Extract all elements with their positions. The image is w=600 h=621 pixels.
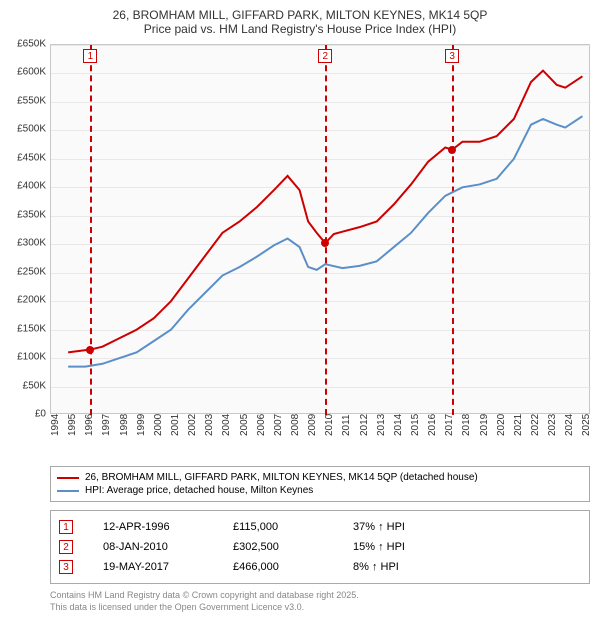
event-price: £302,500 [233,541,323,553]
chart-area: 123 £0£50K£100K£150K£200K£250K£300K£350K… [50,44,590,434]
legend-label: HPI: Average price, detached house, Milt… [85,485,313,496]
footer-text: Contains HM Land Registry data © Crown c… [50,590,590,613]
x-axis-label: 2025 [581,414,592,436]
x-axis-label: 2019 [479,414,490,436]
x-axis-label: 2020 [496,414,507,436]
x-axis-label: 2007 [273,414,284,436]
chart-subtitle: Price paid vs. HM Land Registry's House … [10,22,590,36]
x-axis-label: 2012 [359,414,370,436]
x-axis-label: 2014 [393,414,404,436]
legend-item: 26, BROMHAM MILL, GIFFARD PARK, MILTON K… [57,471,583,484]
event-price: £115,000 [233,521,323,533]
y-axis-label: £500K [17,124,46,135]
x-axis-label: 2018 [461,414,472,436]
event-number: 1 [59,520,73,534]
y-axis-label: £600K [17,67,46,78]
footer-line-2: This data is licensed under the Open Gov… [50,602,590,614]
footer-line-1: Contains HM Land Registry data © Crown c… [50,590,590,602]
y-axis-label: £350K [17,209,46,220]
event-number: 3 [59,560,73,574]
event-date: 12-APR-1996 [103,521,203,533]
event-row: 3 19-MAY-2017 £466,000 8% ↑ HPI [59,557,581,577]
x-axis-label: 2009 [307,414,318,436]
x-axis-label: 1997 [101,414,112,436]
x-axis-label: 2005 [239,414,250,436]
event-price: £466,000 [233,561,323,573]
legend-label: 26, BROMHAM MILL, GIFFARD PARK, MILTON K… [85,472,478,483]
y-axis-label: £250K [17,266,46,277]
series-line [68,71,582,353]
y-axis-label: £400K [17,181,46,192]
event-row: 1 12-APR-1996 £115,000 37% ↑ HPI [59,517,581,537]
x-axis-label: 2013 [376,414,387,436]
x-axis-label: 2015 [410,414,421,436]
legend-swatch [57,490,79,492]
y-axis-label: £50K [23,380,46,391]
x-axis-label: 1996 [84,414,95,436]
legend-item: HPI: Average price, detached house, Milt… [57,484,583,497]
chart-title: 26, BROMHAM MILL, GIFFARD PARK, MILTON K… [10,8,590,22]
x-axis-label: 2006 [256,414,267,436]
legend-swatch [57,477,79,479]
y-axis-label: £150K [17,323,46,334]
x-axis-label: 1995 [67,414,78,436]
event-date: 08-JAN-2010 [103,541,203,553]
x-axis-label: 2000 [153,414,164,436]
series-line [68,116,582,366]
x-axis-label: 2011 [341,414,352,436]
event-number: 2 [59,540,73,554]
x-axis-label: 2008 [290,414,301,436]
event-date: 19-MAY-2017 [103,561,203,573]
event-percent: 15% ↑ HPI [353,541,405,553]
event-row: 2 08-JAN-2010 £302,500 15% ↑ HPI [59,537,581,557]
y-axis-label: £650K [17,39,46,50]
x-axis-label: 2017 [444,414,455,436]
x-axis-label: 2016 [427,414,438,436]
x-axis-label: 2022 [530,414,541,436]
x-axis-label: 2021 [513,414,524,436]
x-axis-label: 1994 [50,414,61,436]
events-table: 1 12-APR-1996 £115,000 37% ↑ HPI 2 08-JAN-201… [50,510,590,584]
y-axis-label: £450K [17,152,46,163]
y-axis-label: £550K [17,95,46,106]
y-axis-label: £300K [17,238,46,249]
event-percent: 37% ↑ HPI [353,521,405,533]
event-percent: 8% ↑ HPI [353,561,399,573]
x-axis-label: 2003 [204,414,215,436]
x-axis-label: 2010 [324,414,335,436]
legend-box: 26, BROMHAM MILL, GIFFARD PARK, MILTON K… [50,466,590,502]
x-axis-label: 2001 [170,414,181,436]
y-axis-label: £0 [35,409,46,420]
x-axis-label: 1999 [136,414,147,436]
y-axis-label: £100K [17,352,46,363]
x-axis-label: 1998 [119,414,130,436]
x-axis-label: 2002 [187,414,198,436]
x-axis-label: 2024 [564,414,575,436]
x-axis-label: 2004 [221,414,232,436]
plot-area: 123 [50,44,590,414]
x-axis-label: 2023 [547,414,558,436]
y-axis-label: £200K [17,295,46,306]
